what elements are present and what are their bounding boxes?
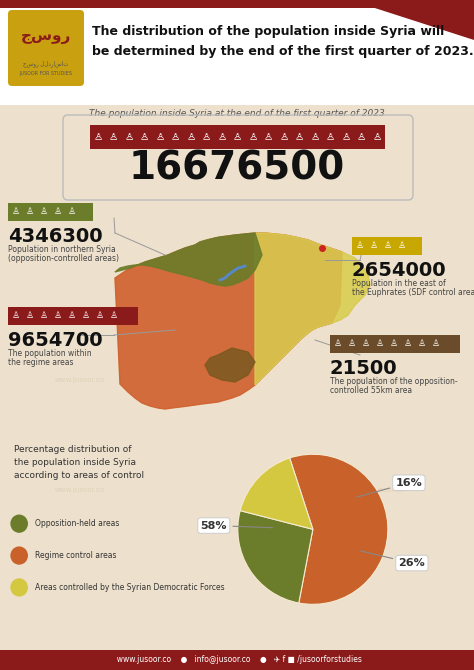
Text: ♙: ♙ bbox=[264, 132, 273, 142]
Bar bbox=[0, 0, 474, 105]
Text: ♙: ♙ bbox=[362, 340, 370, 348]
Text: ♙: ♙ bbox=[218, 132, 227, 142]
Text: controlled 55km area: controlled 55km area bbox=[330, 386, 412, 395]
Text: ♙: ♙ bbox=[370, 241, 378, 251]
Text: 26%: 26% bbox=[361, 551, 425, 568]
Text: ♙: ♙ bbox=[93, 132, 103, 142]
Text: JUSOOR FOR STUDIES: JUSOOR FOR STUDIES bbox=[19, 70, 73, 76]
Bar bbox=[90, 125, 385, 149]
Text: www.jusoor.co: www.jusoor.co bbox=[355, 487, 405, 493]
Text: ♙: ♙ bbox=[40, 208, 48, 216]
Text: ♙: ♙ bbox=[12, 208, 20, 216]
Text: 4346300: 4346300 bbox=[8, 227, 103, 246]
Text: be determined by the end of the first quarter of 2023.: be determined by the end of the first qu… bbox=[92, 46, 474, 58]
Text: ♙: ♙ bbox=[418, 340, 426, 348]
Polygon shape bbox=[115, 233, 342, 409]
Text: ♙: ♙ bbox=[348, 340, 356, 348]
Text: The distribution of the population inside Syria will: The distribution of the population insid… bbox=[92, 25, 444, 38]
Text: Regime control areas: Regime control areas bbox=[36, 551, 117, 560]
Polygon shape bbox=[115, 233, 370, 409]
Text: ♙: ♙ bbox=[248, 132, 258, 142]
Text: Areas controlled by the Syrian Democratic Forces: Areas controlled by the Syrian Democrati… bbox=[36, 583, 225, 592]
Text: ♙: ♙ bbox=[390, 340, 398, 348]
Bar bbox=[330, 335, 460, 353]
Text: 16676500: 16676500 bbox=[129, 149, 345, 187]
Wedge shape bbox=[290, 454, 388, 604]
Text: ♙: ♙ bbox=[54, 208, 62, 216]
Polygon shape bbox=[115, 233, 262, 286]
Circle shape bbox=[11, 515, 27, 532]
FancyBboxPatch shape bbox=[8, 10, 84, 86]
Text: 16%: 16% bbox=[357, 478, 422, 497]
Text: ♙: ♙ bbox=[155, 132, 164, 142]
Text: ♙: ♙ bbox=[96, 312, 104, 320]
Text: ♙: ♙ bbox=[26, 208, 34, 216]
Circle shape bbox=[11, 547, 27, 564]
Text: ♙: ♙ bbox=[432, 340, 440, 348]
Polygon shape bbox=[255, 233, 370, 385]
Text: ♙: ♙ bbox=[233, 132, 242, 142]
Text: ♙: ♙ bbox=[376, 340, 384, 348]
Text: 58%: 58% bbox=[201, 521, 273, 531]
Text: the Euphrates (SDF control areas): the Euphrates (SDF control areas) bbox=[352, 288, 474, 297]
Bar bbox=[8, 307, 138, 325]
Text: ♙: ♙ bbox=[341, 132, 351, 142]
Text: جسور: جسور bbox=[21, 29, 71, 44]
Wedge shape bbox=[238, 511, 313, 603]
Text: ♙: ♙ bbox=[26, 312, 34, 320]
Text: Population in the east of: Population in the east of bbox=[352, 279, 446, 288]
Text: 21500: 21500 bbox=[330, 359, 398, 378]
Text: Population in northern Syria: Population in northern Syria bbox=[8, 245, 116, 254]
Bar bbox=[352, 237, 422, 255]
Polygon shape bbox=[350, 0, 474, 40]
Text: ♙: ♙ bbox=[186, 132, 196, 142]
Text: ♙: ♙ bbox=[110, 312, 118, 320]
Text: جسور للدراسات: جسور للدراسات bbox=[23, 60, 69, 68]
Text: www.jusoor.co: www.jusoor.co bbox=[212, 377, 262, 383]
Text: ♙: ♙ bbox=[12, 312, 20, 320]
Text: www.jusoor.co    ●   info@jusoor.co    ●   ✈ f ■ /jusoorforstudies: www.jusoor.co ● info@jusoor.co ● ✈ f ■ /… bbox=[112, 655, 362, 665]
Text: ♙: ♙ bbox=[357, 132, 366, 142]
Text: ♙: ♙ bbox=[404, 340, 412, 348]
Text: www.jusoor.co: www.jusoor.co bbox=[55, 377, 105, 383]
Text: ♙: ♙ bbox=[310, 132, 319, 142]
Text: ♙: ♙ bbox=[109, 132, 118, 142]
Text: ♙: ♙ bbox=[279, 132, 289, 142]
Text: 9654700: 9654700 bbox=[8, 331, 103, 350]
Text: ♙: ♙ bbox=[334, 340, 342, 348]
Polygon shape bbox=[205, 348, 255, 382]
Text: ♙: ♙ bbox=[171, 132, 180, 142]
Text: ♙: ♙ bbox=[68, 208, 76, 216]
Bar bbox=[8, 203, 93, 221]
Text: Opposition-held areas: Opposition-held areas bbox=[36, 519, 120, 528]
Text: (opposition-controlled areas): (opposition-controlled areas) bbox=[8, 254, 119, 263]
Text: ♙: ♙ bbox=[326, 132, 335, 142]
Bar bbox=[0, 650, 474, 670]
Text: Percentage distribution of
the population inside Syria
according to areas of con: Percentage distribution of the populatio… bbox=[14, 445, 144, 480]
Text: www.jusoor.co: www.jusoor.co bbox=[55, 487, 105, 493]
Text: ♙: ♙ bbox=[398, 241, 406, 251]
Bar bbox=[0, 0, 474, 8]
Text: ♙: ♙ bbox=[54, 312, 62, 320]
Text: ♙: ♙ bbox=[140, 132, 149, 142]
Text: The population within: The population within bbox=[8, 349, 91, 358]
Text: the regime areas: the regime areas bbox=[8, 358, 73, 367]
Text: ♙: ♙ bbox=[202, 132, 211, 142]
Text: www.jusoor.co: www.jusoor.co bbox=[355, 377, 405, 383]
Text: ♙: ♙ bbox=[68, 312, 76, 320]
Text: ♙: ♙ bbox=[373, 132, 382, 142]
Text: 2654000: 2654000 bbox=[352, 261, 447, 280]
Circle shape bbox=[11, 579, 27, 596]
Text: ♙: ♙ bbox=[384, 241, 392, 251]
Wedge shape bbox=[240, 458, 313, 529]
Text: ♙: ♙ bbox=[82, 312, 90, 320]
Text: ♙: ♙ bbox=[124, 132, 134, 142]
Text: ♙: ♙ bbox=[356, 241, 364, 251]
Text: The population of the opposition-: The population of the opposition- bbox=[330, 377, 457, 386]
Text: The population inside Syria at the end of the first quarter of 2023: The population inside Syria at the end o… bbox=[89, 109, 385, 119]
Text: ♙: ♙ bbox=[40, 312, 48, 320]
Text: ♙: ♙ bbox=[295, 132, 304, 142]
